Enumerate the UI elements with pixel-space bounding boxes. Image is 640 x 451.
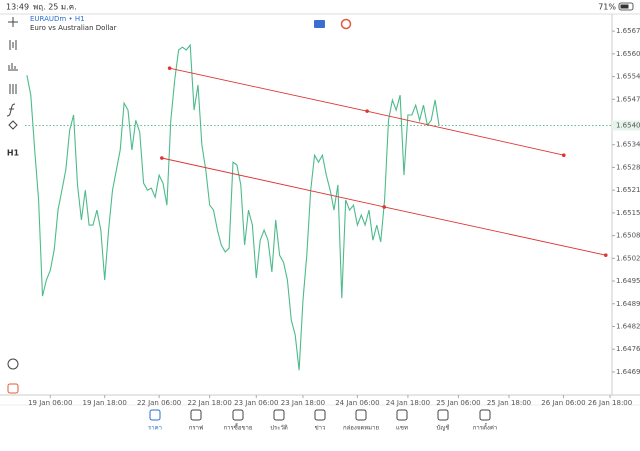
- y-tick-label: 1.65020: [616, 254, 640, 262]
- y-tick-label: 1.64955: [616, 277, 640, 285]
- trend-point: [561, 153, 566, 158]
- timeframe[interactable]: H1: [7, 149, 20, 158]
- nav-item[interactable]: แชท: [396, 409, 408, 432]
- nav-item[interactable]: ราคา: [148, 409, 162, 432]
- nav-label: ประวัติ: [270, 425, 288, 432]
- symbol: EURAUDm • H1: [30, 15, 85, 23]
- nav-item[interactable]: การซื้อขาย: [224, 409, 253, 432]
- nav-icon: [149, 409, 161, 421]
- nav-item[interactable]: กราฟ: [189, 409, 203, 432]
- function-tool[interactable]: [6, 103, 16, 117]
- y-tick-label: 1.65215: [616, 186, 640, 194]
- nav-label: การซื้อขาย: [224, 422, 253, 432]
- y-tick-label: 1.64760: [616, 345, 640, 353]
- y-tick-label: 1.65085: [616, 232, 640, 240]
- nav-label: กล่องจดหมาย: [343, 425, 379, 432]
- x-tick-label: 22 Jan 18:00: [187, 399, 231, 407]
- current-price-box: [612, 120, 640, 131]
- x-tick-label: 25 Jan 06:00: [436, 399, 480, 407]
- y-tick-label: 1.65605: [616, 50, 640, 58]
- nav-label: กราฟ: [189, 425, 203, 432]
- status-time: 13:49: [6, 3, 29, 12]
- x-tick-label: 23 Jan 18:00: [281, 399, 325, 407]
- x-tick-label: 22 Jan 06:00: [137, 399, 181, 407]
- nav-icon: [314, 409, 326, 421]
- battery-icon: [618, 2, 634, 11]
- x-tick-label: 25 Jan 18:00: [487, 399, 531, 407]
- nav-icon: [355, 409, 367, 421]
- y-tick-label: 1.64695: [616, 368, 640, 376]
- status-battery: 71%: [598, 3, 616, 12]
- trend-point: [167, 66, 172, 70]
- nav-item[interactable]: ประวัติ: [270, 409, 288, 432]
- nav-label: บัญชี: [437, 424, 450, 432]
- y-tick-label: 1.64825: [616, 322, 640, 330]
- y-tick-label: 1.65670: [616, 27, 640, 35]
- nav-icon: [273, 409, 285, 421]
- nav-label: ราคา: [148, 425, 162, 432]
- y-tick-label: 1.65150: [616, 209, 640, 217]
- settings-tool[interactable]: [9, 84, 17, 94]
- price-line: [26, 43, 440, 371]
- nav-item[interactable]: กล่องจดหมาย: [343, 409, 379, 432]
- nav-icon: [396, 409, 408, 421]
- x-tick-label: 24 Jan 18:00: [386, 399, 430, 407]
- x-tick-label: 24 Jan 06:00: [335, 399, 379, 407]
- search-tool[interactable]: [7, 358, 19, 370]
- chart-type-tool[interactable]: [9, 40, 17, 50]
- app-icon[interactable]: [7, 383, 19, 394]
- crosshair-tool[interactable]: [8, 17, 18, 27]
- indicators-tool[interactable]: [8, 63, 18, 71]
- x-tick-label: 19 Jan 06:00: [28, 399, 72, 407]
- x-tick-label: 19 Jan 18:00: [83, 399, 127, 407]
- trend-point: [382, 205, 386, 209]
- nav-icon: [190, 409, 202, 421]
- nav-icon: [232, 409, 244, 421]
- nav-label: การตั้งค่า: [473, 422, 497, 432]
- signal-icon[interactable]: [340, 18, 352, 30]
- y-tick-label: 1.64890: [616, 300, 640, 308]
- objects-tool[interactable]: [8, 120, 18, 130]
- trend-point: [160, 156, 164, 160]
- nav-icon: [437, 409, 449, 421]
- nav-item[interactable]: บัญชี: [437, 409, 450, 432]
- nav-item[interactable]: ข่าว: [314, 409, 326, 432]
- x-tick-label: 23 Jan 06:00: [234, 399, 278, 407]
- y-tick-label: 1.65345: [616, 141, 640, 149]
- x-tick-label: 26 Jan 18:00: [588, 399, 632, 407]
- status-date: พฤ. 25 ม.ค.: [33, 3, 77, 12]
- nav-label: แชท: [396, 425, 408, 432]
- flag-icon[interactable]: [314, 20, 325, 28]
- current-price-label: 1.65400: [616, 122, 640, 130]
- y-tick-label: 1.65475: [616, 95, 640, 103]
- trend-point: [365, 109, 369, 113]
- left-toolbar: [6, 17, 19, 394]
- symbol-description: Euro vs Australian Dollar: [30, 24, 117, 32]
- y-tick-label: 1.65280: [616, 163, 640, 171]
- nav-label: ข่าว: [315, 425, 326, 432]
- y-tick-label: 1.65540: [616, 73, 640, 81]
- trend-point: [603, 253, 608, 257]
- nav-item[interactable]: การตั้งค่า: [473, 409, 497, 432]
- battery-level: [620, 4, 629, 9]
- nav-icon: [479, 409, 491, 421]
- x-tick-label: 26 Jan 06:00: [541, 399, 585, 407]
